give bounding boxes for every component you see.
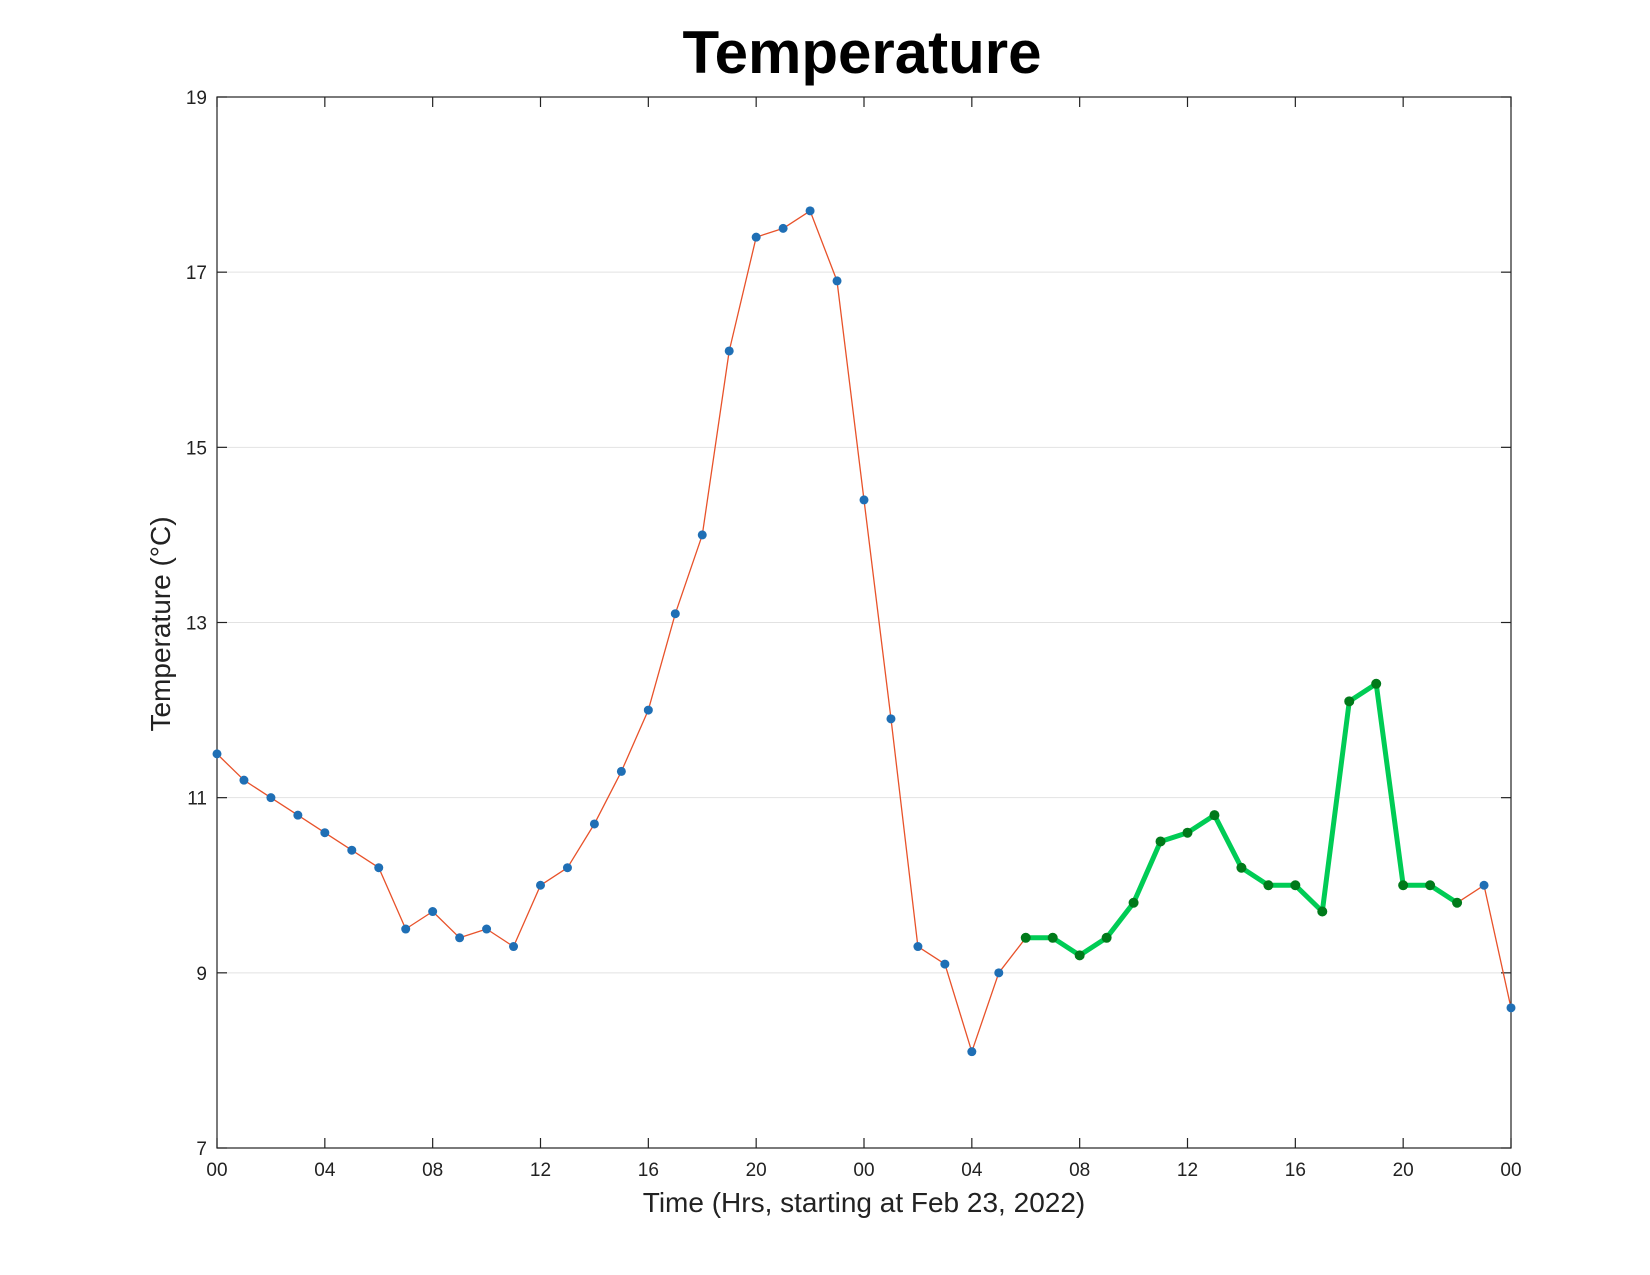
series-1 [212, 206, 1516, 1057]
series-1-point [805, 206, 815, 216]
series-1-point [536, 880, 545, 890]
series-2-point [1209, 810, 1220, 821]
y-tick-label: 15 [186, 438, 207, 459]
series-1-point [697, 530, 707, 540]
series-2-point [1425, 880, 1436, 891]
series-1-point [293, 810, 303, 820]
series-1-point [832, 276, 842, 286]
series-2-point [1344, 696, 1355, 707]
series-1-point [643, 705, 653, 715]
y-tick-label: 7 [196, 1139, 207, 1160]
x-tick-label: 08 [422, 1160, 443, 1181]
series-2-point [1236, 862, 1247, 873]
series-2-point [1371, 678, 1382, 689]
series-1-point [994, 968, 1004, 978]
series-2-point [1047, 932, 1058, 943]
x-tick-label: 16 [1285, 1160, 1306, 1181]
x-tick-label: 12 [530, 1160, 551, 1181]
series-1-line [216, 210, 1512, 1053]
series-1-point [913, 942, 923, 952]
x-tick-label: 00 [206, 1160, 227, 1181]
x-tick-label: 08 [1069, 1160, 1090, 1181]
series-1-point [778, 223, 788, 233]
series-1-point [239, 775, 249, 785]
x-tick-label: 12 [1177, 1160, 1198, 1181]
series-2-point [1074, 950, 1085, 961]
series-1-point [212, 749, 222, 759]
series-2-point [1128, 897, 1139, 908]
series-2-point [1020, 932, 1031, 943]
series-1-point [886, 714, 896, 724]
x-tick-label: 20 [1393, 1160, 1414, 1181]
series-2-point [1398, 880, 1409, 891]
series-1-point [455, 933, 465, 943]
x-axis-label: Time (Hrs, starting at Feb 23, 2022) [643, 1187, 1085, 1218]
series-1-point [1479, 880, 1489, 890]
series-layer [212, 206, 1516, 1057]
series-1-point [670, 609, 680, 619]
y-tick-label: 19 [186, 88, 207, 109]
series-1-point [1506, 1003, 1516, 1013]
x-tick-label: 00 [853, 1160, 874, 1181]
series-1-point [562, 863, 572, 873]
series-2-point [1182, 827, 1193, 838]
series-1-point [428, 907, 438, 917]
y-tick-label: 17 [186, 263, 207, 284]
x-tick-label: 04 [961, 1160, 983, 1181]
y-tick-label: 13 [186, 614, 207, 635]
chart-title: Temperature [682, 19, 1041, 86]
series-2-point [1290, 880, 1301, 891]
y-axis-label: Temperature (°C) [145, 516, 176, 731]
series-1-point [401, 924, 411, 934]
series-1-point [589, 819, 599, 829]
series-1-point [967, 1047, 977, 1057]
series-1-point [751, 232, 761, 242]
series-1-point [482, 924, 492, 934]
series-1-point [347, 845, 357, 855]
series-1-point [940, 959, 950, 969]
series-2 [1020, 678, 1463, 961]
series-1-point [509, 942, 519, 952]
grid-lines [217, 271, 1511, 974]
series-1-point [859, 495, 869, 505]
axis-ticks: 7 9 11 13 15 17 19 00 04 08 12 16 20 00 04 08 12 16 20 00 [186, 88, 1522, 1181]
series-1-point [724, 346, 734, 356]
x-tick-label: 20 [746, 1160, 767, 1181]
series-1-point [616, 766, 626, 776]
series-2-point [1155, 836, 1166, 847]
series-2-point [1317, 906, 1328, 917]
series-1-point [266, 793, 276, 803]
x-tick-label: 04 [314, 1160, 336, 1181]
x-tick-label: 16 [638, 1160, 659, 1181]
series-2-point [1263, 880, 1274, 891]
y-tick-label: 9 [196, 964, 207, 985]
series-1-point [320, 828, 330, 838]
y-tick-label: 11 [187, 789, 207, 810]
series-1-point [374, 863, 384, 873]
series-2-point [1452, 897, 1463, 908]
x-tick-label: 00 [1500, 1160, 1521, 1181]
series-2-line [1025, 681, 1459, 958]
series-2-point [1101, 932, 1112, 943]
